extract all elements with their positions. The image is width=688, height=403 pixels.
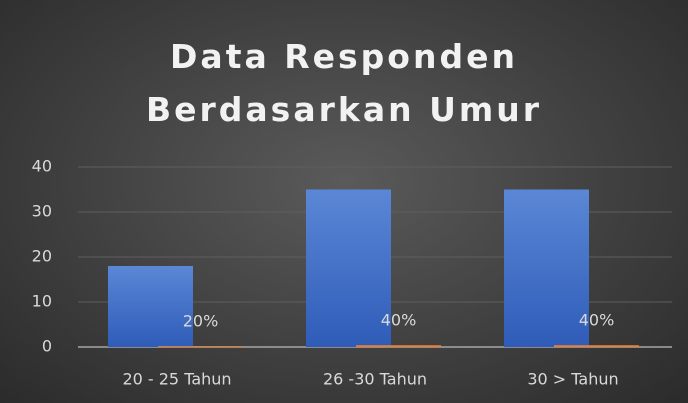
bar (356, 345, 441, 347)
bar (158, 346, 243, 348)
x-tick-label: 20 - 25 Tahun (122, 370, 231, 389)
bar (554, 345, 639, 347)
x-tick-label: 30 > Tahun (527, 370, 618, 389)
y-tick-label: 0 (42, 337, 52, 356)
bar (108, 266, 193, 347)
y-tick-label: 40 (32, 157, 52, 176)
bar (504, 189, 589, 347)
y-tick-label: 30 (32, 202, 52, 221)
y-tick-label: 10 (32, 292, 52, 311)
y-tick-label: 20 (32, 247, 52, 266)
x-tick-label: 26 -30 Tahun (323, 370, 427, 389)
data-label: 40% (579, 311, 615, 330)
data-label: 40% (381, 311, 417, 330)
data-label: 20% (183, 312, 219, 331)
chart-title: Data Responden Berdasarkan Umur (145, 37, 543, 129)
bar (306, 189, 391, 347)
